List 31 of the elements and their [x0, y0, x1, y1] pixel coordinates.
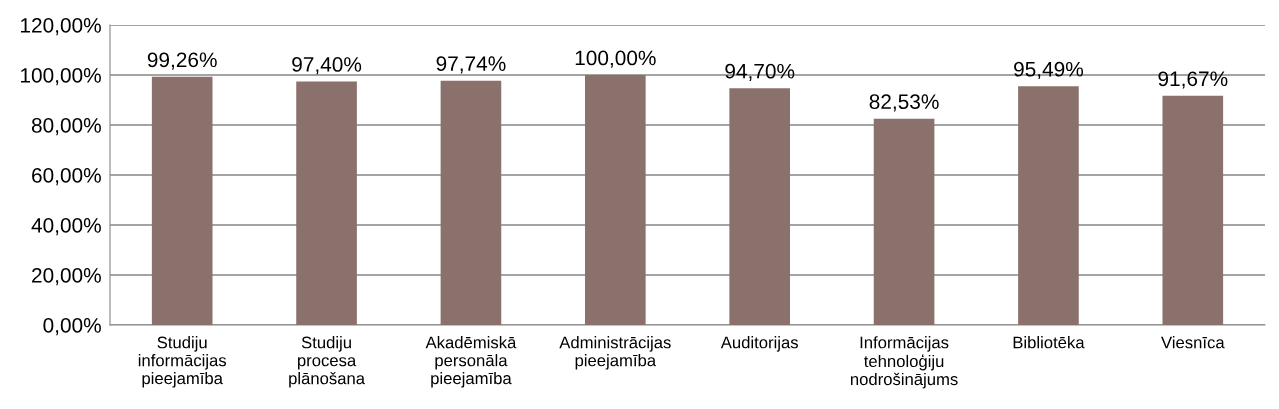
y-tick-label: 0,00%: [43, 318, 101, 336]
bar: [440, 80, 502, 325]
data-label: 97,74%: [436, 56, 506, 74]
y-tick-label: 20,00%: [32, 268, 101, 286]
x-tick-label: Informācijas tehnoloģiju nodrošinājums: [850, 336, 958, 389]
bar: [1018, 86, 1079, 325]
x-tick-label: Viesnīca: [1161, 336, 1225, 349]
bar: [729, 88, 791, 325]
y-tick-label: 40,00%: [31, 218, 101, 236]
data-label: 99,26%: [147, 52, 217, 70]
y-tick-label: 100,00%: [21, 68, 101, 86]
x-tick-label: Akadēmiskā personāla pieejamība: [425, 336, 517, 388]
data-label: 95,49%: [1014, 61, 1084, 80]
data-label: 82,53%: [869, 94, 939, 112]
bar: [296, 81, 357, 325]
data-label: 94,70%: [725, 63, 795, 82]
x-tick-label: Studiju informācijas pieejamība: [138, 336, 227, 388]
bar: [1162, 95, 1224, 325]
y-tick-label: 60,00%: [32, 168, 101, 186]
x-tick-label: Administrācijas pieejamība: [559, 336, 671, 370]
data-label: 91,67%: [1158, 71, 1228, 89]
bar: [151, 76, 213, 325]
x-tick-label: Auditorijas: [720, 336, 798, 352]
data-label: 97,40%: [292, 57, 362, 75]
x-tick-label: Bibliotēka: [1013, 336, 1085, 349]
x-tick-label: Studiju procesa plānošana: [289, 336, 366, 388]
bar: [584, 75, 646, 325]
y-tick-label: 80,00%: [31, 118, 101, 136]
bar: [873, 118, 935, 325]
y-tick-label: 120,00%: [21, 18, 101, 36]
data-label: 100,00%: [575, 50, 656, 68]
